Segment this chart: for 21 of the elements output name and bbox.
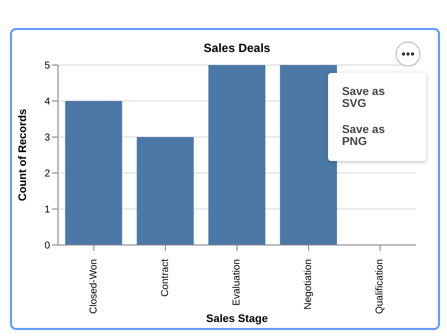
bar [208, 65, 266, 245]
x-tick-label: Evaluation [232, 259, 242, 306]
x-tick-label: Negotiation [303, 259, 314, 310]
annotation: Save as SVG [341, 85, 386, 112]
y-tick-label: 2 [44, 168, 50, 180]
y-tick-label: 0 [44, 240, 50, 252]
x-tick-label: Qualification [374, 259, 386, 314]
y-tick-label: 4 [44, 96, 50, 108]
menu-popup: Save as SVG Save as PNG [328, 73, 426, 161]
y-tick-label: 5 [44, 60, 50, 72]
bar [65, 101, 122, 245]
x-tick-label: Contract [160, 258, 171, 297]
y-tick-label: 1 [44, 204, 50, 216]
x-tick-label: Closed-Won [88, 259, 100, 314]
y-axis-title: Count of Records [16, 108, 29, 202]
chart-title: Sales Deals [204, 41, 271, 55]
bar [136, 137, 194, 245]
annotation: Save as PNG [341, 123, 386, 150]
y-tick-label: 3 [44, 132, 50, 144]
bar [280, 65, 337, 245]
x-axis-title: Sales Stage [206, 313, 268, 325]
